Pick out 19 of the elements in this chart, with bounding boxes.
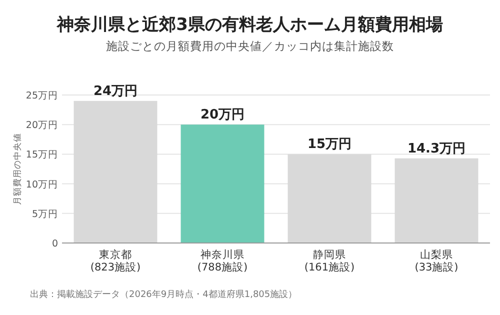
data-label: 14.3万円	[407, 141, 466, 156]
y-tick-label: 5万円	[32, 208, 58, 220]
data-label: 20万円	[200, 108, 245, 123]
data-label: 15万円	[307, 137, 352, 152]
y-tick-label: 10万円	[26, 179, 58, 190]
bar	[180, 124, 264, 243]
y-tick-label: 0	[52, 238, 58, 250]
y-tick-label: 25万円	[26, 90, 58, 102]
y-axis-title: 月額費用の中央値	[12, 133, 23, 205]
x-tick-label: 静岡県 (161施設)	[304, 249, 355, 274]
x-tick-label: 東京都 (823施設)	[90, 248, 141, 274]
data-label: 24万円	[93, 84, 138, 99]
y-tick-label: 15万円	[26, 150, 58, 161]
y-tick-label: 20万円	[26, 120, 58, 132]
x-tick-label: 神奈川県 (788施設)	[197, 248, 248, 274]
chart-subtitle: 施設ごとの月額費用の中央値／カッコ内は集計施設数	[106, 39, 394, 53]
x-tick-label: 山梨県 (33施設)	[414, 248, 458, 274]
source-note: 出典：掲載施設データ（2026年9月時点・4都道府県1,805施設）	[30, 289, 298, 300]
chart-title: 神奈川県と近郊3県の有料老人ホーム月額費用相場	[56, 15, 443, 35]
